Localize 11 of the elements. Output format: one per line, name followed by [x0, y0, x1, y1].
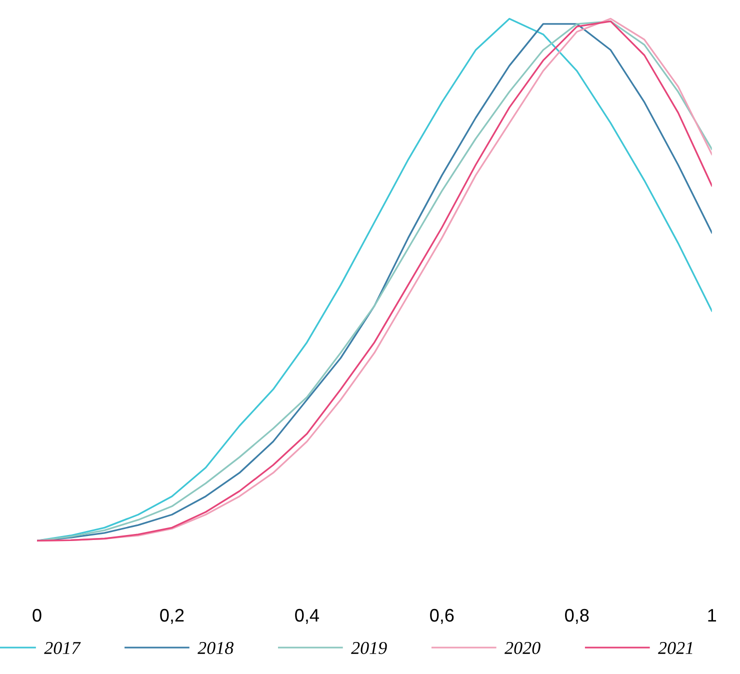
legend-label: 2017	[44, 642, 81, 654]
x-tick-label: 0	[32, 608, 42, 622]
legend-label: 2021	[658, 642, 692, 654]
x-tick-label: 0,8	[565, 608, 589, 624]
x-tick-label: 0,4	[295, 608, 319, 624]
legend-label: 2018	[198, 642, 234, 654]
x-tick-label: 0,2	[160, 608, 184, 624]
x-tick-label: 1	[708, 609, 716, 622]
x-tick-label: 0,6	[430, 608, 454, 624]
legend-label: 2019	[351, 642, 387, 654]
legend-label: 2020	[504, 642, 540, 654]
